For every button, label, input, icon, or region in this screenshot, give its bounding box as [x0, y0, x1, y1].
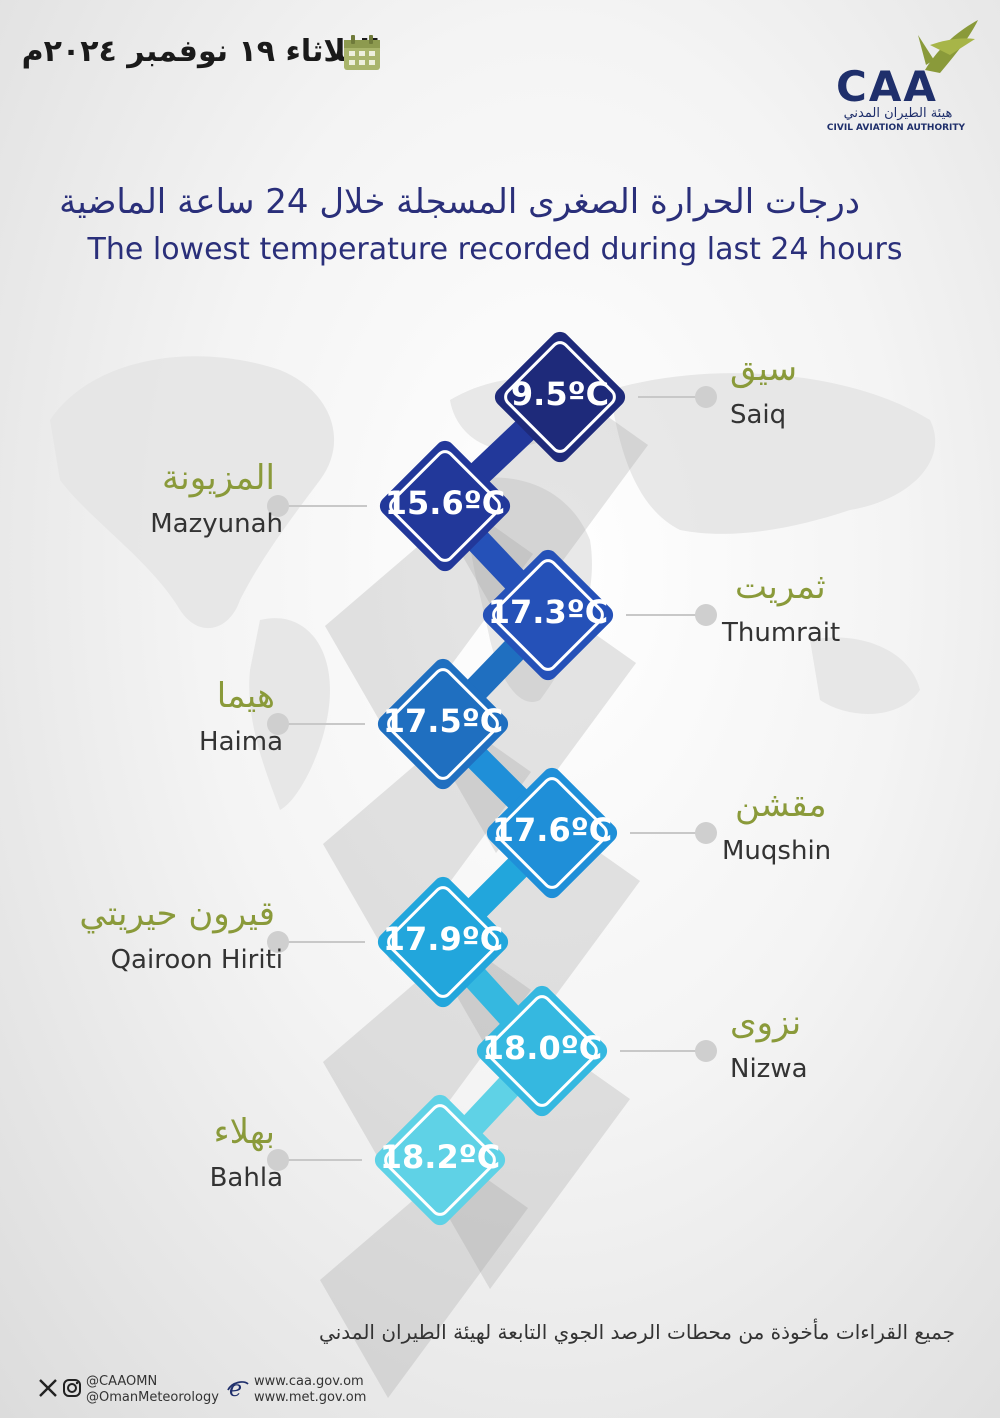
diamond-inner: [492, 559, 604, 671]
diamond-inner: [387, 668, 499, 780]
website-met[interactable]: www.met.gov.om: [254, 1390, 367, 1405]
footer-note: جميع القراءات مأخوذة من محطات الرصد الجو…: [319, 1320, 955, 1344]
social-handle-met[interactable]: @OmanMeteorology: [86, 1390, 219, 1405]
diamond-shadow: [432, 833, 640, 1071]
leader-dot: [267, 931, 289, 953]
caa-logo: [918, 20, 978, 73]
diamond-inner: [496, 777, 608, 889]
station-name-english: Qairoon Hiriti: [110, 945, 283, 975]
temperature-diamond: [494, 331, 626, 463]
diamond-shadow: [440, 397, 648, 635]
station-name-english: Saiq: [730, 400, 787, 430]
date-label: الثلاثاء ١٩ نوفمبر ٢٠٢٤م: [21, 34, 380, 69]
svg-text:e: e: [229, 1377, 242, 1400]
instagram-icon[interactable]: [62, 1378, 82, 1398]
calendar-icon: [344, 35, 380, 70]
leader-dot: [695, 822, 717, 844]
temperature-value: 17.3ºC: [487, 593, 609, 631]
diamond-shadow: [422, 1051, 630, 1289]
station-name-arabic: نزوى: [730, 1003, 802, 1043]
temperature-diamond: [377, 658, 509, 790]
diamond-shadow: [325, 506, 533, 744]
diamond-inner: [486, 995, 598, 1107]
leader-dot: [267, 495, 289, 517]
temperature-diamond: [476, 985, 608, 1117]
diamond-shadow: [323, 942, 531, 1180]
temperature-value: 17.5ºC: [382, 702, 504, 740]
temperature-value: 9.5ºC: [510, 375, 610, 413]
station-name-english: Mazyunah: [150, 509, 283, 539]
leader-dot: [695, 1040, 717, 1062]
temperature-value: 15.6ºC: [384, 484, 506, 522]
station-name-arabic: قيرون حيريتي: [79, 894, 275, 934]
diamond-inner: [504, 341, 616, 453]
temperature-diamond: [374, 1094, 506, 1226]
diamond-inner: [389, 450, 501, 562]
website-caa[interactable]: www.caa.gov.om: [254, 1374, 364, 1389]
station-name-english: Haima: [199, 727, 283, 757]
station-name-english: Nizwa: [730, 1054, 808, 1084]
temperature-diamond: [379, 440, 511, 572]
station-name-arabic: المزيونة: [162, 458, 275, 498]
title-english: The lowest temperature recorded during l…: [87, 232, 903, 267]
diamond-inner: [384, 1104, 496, 1216]
station-name-arabic: هيما: [216, 676, 275, 716]
logo-arabic-name: هيئة الطيران المدني: [843, 106, 953, 121]
temperature-diamond: [377, 876, 509, 1008]
title-arabic: درجات الحرارة الصغرى المسجلة خلال 24 ساع…: [59, 182, 860, 222]
station-name-english: Bahla: [209, 1163, 283, 1193]
diamond-shadow: [323, 724, 531, 962]
leader-dot: [267, 713, 289, 735]
station-name-arabic: مقشن: [735, 785, 827, 825]
diamond-inner: [387, 886, 499, 998]
temperature-diamond: [486, 767, 618, 899]
temperature-diamond: [482, 549, 614, 681]
temperature-value: 17.6ºC: [491, 811, 613, 849]
web-icon: e: [227, 1377, 249, 1400]
diamond-shadow: [320, 1160, 528, 1398]
leader-dot: [695, 386, 717, 408]
logo-letters: CAA: [836, 62, 938, 111]
station-name-arabic: ثمريت: [735, 567, 826, 607]
temperature-value: 18.0ºC: [481, 1029, 603, 1067]
leader-dot: [267, 1149, 289, 1171]
station-name-english: Thumrait: [722, 618, 841, 648]
station-name-english: Muqshin: [722, 836, 832, 866]
diamond-shadow: [428, 615, 636, 853]
station-name-arabic: بهلاء: [213, 1112, 275, 1152]
temperature-value: 17.9ºC: [382, 920, 504, 958]
logo-english-name: CIVIL AVIATION AUTHORITY: [826, 123, 966, 133]
station-name-arabic: سيق: [730, 349, 798, 389]
x-icon[interactable]: [38, 1378, 58, 1398]
leader-dot: [695, 604, 717, 626]
social-handle-caa[interactable]: @CAAOMN: [86, 1374, 158, 1389]
temperature-value: 18.2ºC: [379, 1138, 501, 1176]
